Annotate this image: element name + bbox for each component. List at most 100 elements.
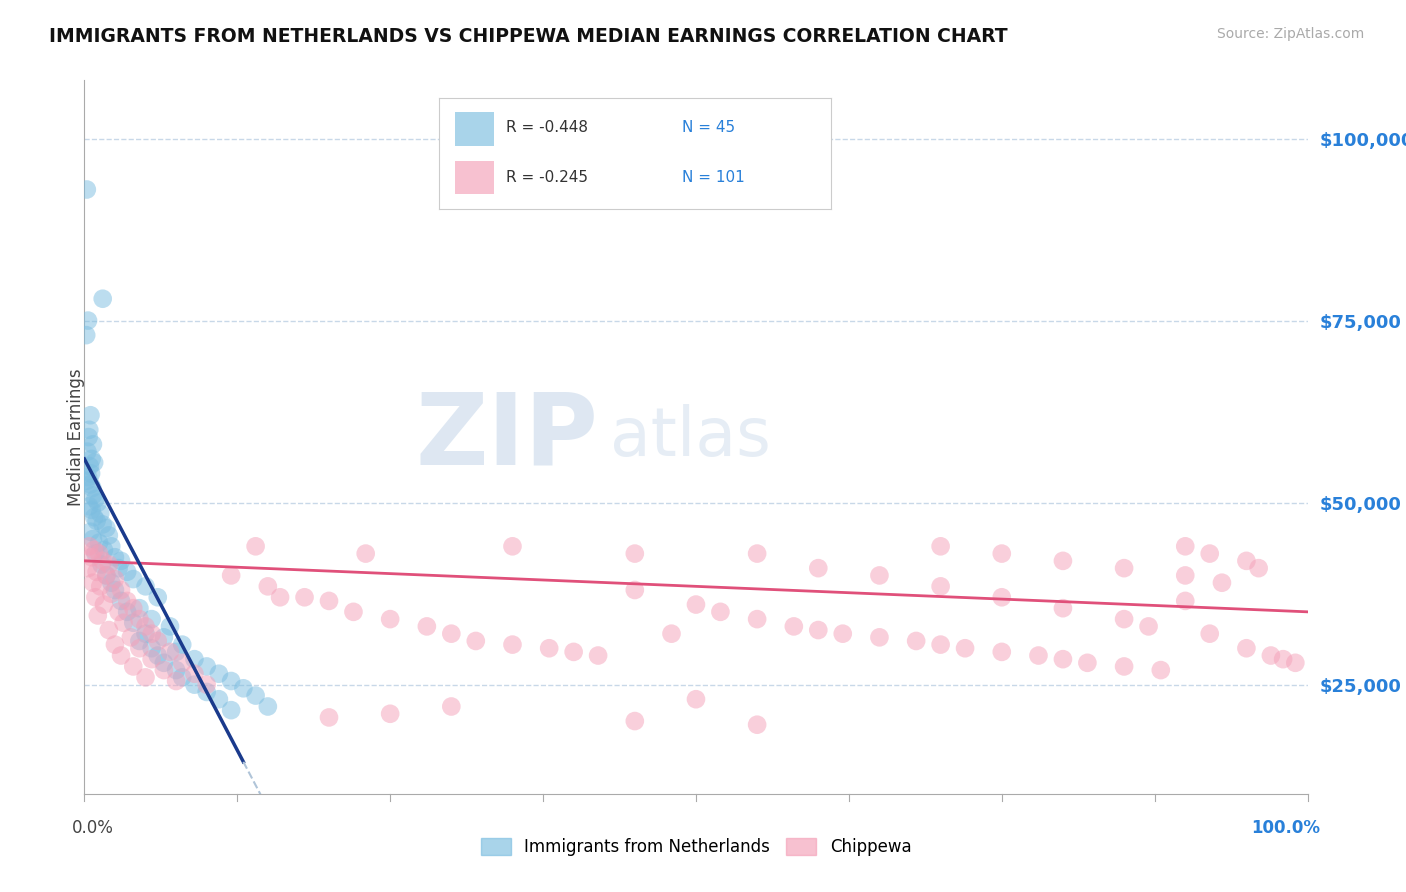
Point: [93, 598, 115, 612]
Point: [79, 409, 101, 423]
Point: [115, 594, 138, 608]
Point: [1236, 641, 1258, 656]
Point: [747, 547, 769, 561]
Point: [208, 692, 231, 706]
Point: [115, 605, 138, 619]
Text: 0.0%: 0.0%: [72, 820, 114, 838]
Point: [84, 591, 107, 605]
Point: [1028, 648, 1050, 663]
Point: [77, 313, 100, 327]
Point: [257, 699, 280, 714]
Point: [183, 666, 205, 681]
Point: [929, 539, 952, 553]
Point: [141, 626, 163, 640]
Point: [1211, 575, 1233, 590]
Point: [1236, 554, 1258, 568]
Point: [153, 630, 176, 644]
Point: [77, 423, 100, 437]
Point: [110, 594, 132, 608]
Point: [122, 601, 145, 615]
Point: [110, 554, 132, 568]
Point: [115, 565, 138, 579]
Point: [82, 437, 104, 451]
Point: [219, 673, 242, 688]
Point: [380, 612, 402, 626]
Point: [87, 535, 110, 549]
Point: [586, 648, 609, 663]
Point: [79, 524, 101, 539]
Point: [195, 659, 218, 673]
Point: [502, 539, 524, 553]
Point: [929, 579, 952, 593]
Point: [104, 638, 127, 652]
Point: [122, 572, 145, 586]
Point: [869, 630, 891, 644]
Point: [80, 451, 103, 466]
Point: [1198, 626, 1220, 640]
Point: [831, 626, 853, 640]
Point: [1260, 648, 1282, 663]
Point: [96, 568, 118, 582]
Point: [1052, 554, 1074, 568]
Point: [1174, 568, 1197, 582]
Point: [294, 591, 316, 605]
Point: [96, 521, 118, 535]
Point: [107, 561, 129, 575]
Point: [84, 547, 107, 561]
Text: ZIP: ZIP: [415, 389, 598, 485]
Point: [165, 645, 187, 659]
Point: [141, 652, 163, 666]
Point: [80, 467, 103, 481]
Point: [208, 666, 231, 681]
Point: [991, 645, 1014, 659]
Point: [165, 673, 187, 688]
Point: [1272, 652, 1295, 666]
Point: [929, 638, 952, 652]
Point: [141, 641, 163, 656]
Point: [135, 579, 157, 593]
Point: [135, 626, 157, 640]
Point: [80, 503, 103, 517]
Point: [146, 634, 169, 648]
Point: [342, 605, 364, 619]
Point: [1150, 663, 1173, 677]
Point: [1114, 561, 1136, 575]
Point: [82, 575, 104, 590]
Point: [1052, 601, 1074, 615]
Point: [83, 543, 105, 558]
Point: [502, 638, 524, 652]
Text: IMMIGRANTS FROM NETHERLANDS VS CHIPPEWA MEDIAN EARNINGS CORRELATION CHART: IMMIGRANTS FROM NETHERLANDS VS CHIPPEWA …: [49, 27, 1008, 45]
Point: [80, 550, 103, 565]
Point: [77, 500, 100, 514]
Point: [122, 659, 145, 673]
Point: [146, 591, 169, 605]
Point: [128, 612, 150, 626]
Point: [87, 547, 110, 561]
Point: [91, 517, 114, 532]
Legend: Immigrants from Netherlands, Chippewa: Immigrants from Netherlands, Chippewa: [472, 830, 920, 864]
Point: [1114, 659, 1136, 673]
Point: [100, 587, 122, 601]
Point: [104, 582, 127, 597]
Point: [269, 591, 291, 605]
Point: [76, 474, 98, 488]
Point: [1052, 652, 1074, 666]
Point: [104, 550, 127, 565]
Point: [562, 645, 585, 659]
Point: [86, 514, 108, 528]
Point: [219, 703, 242, 717]
Point: [464, 634, 486, 648]
Point: [110, 582, 132, 597]
Point: [159, 619, 181, 633]
Point: [709, 605, 731, 619]
Point: [100, 539, 122, 553]
Point: [624, 547, 647, 561]
Point: [172, 656, 194, 670]
Text: Source: ZipAtlas.com: Source: ZipAtlas.com: [1216, 27, 1364, 41]
Point: [807, 561, 830, 575]
Point: [79, 459, 101, 474]
Point: [685, 692, 707, 706]
Point: [538, 641, 561, 656]
Point: [318, 594, 340, 608]
Point: [86, 565, 108, 579]
